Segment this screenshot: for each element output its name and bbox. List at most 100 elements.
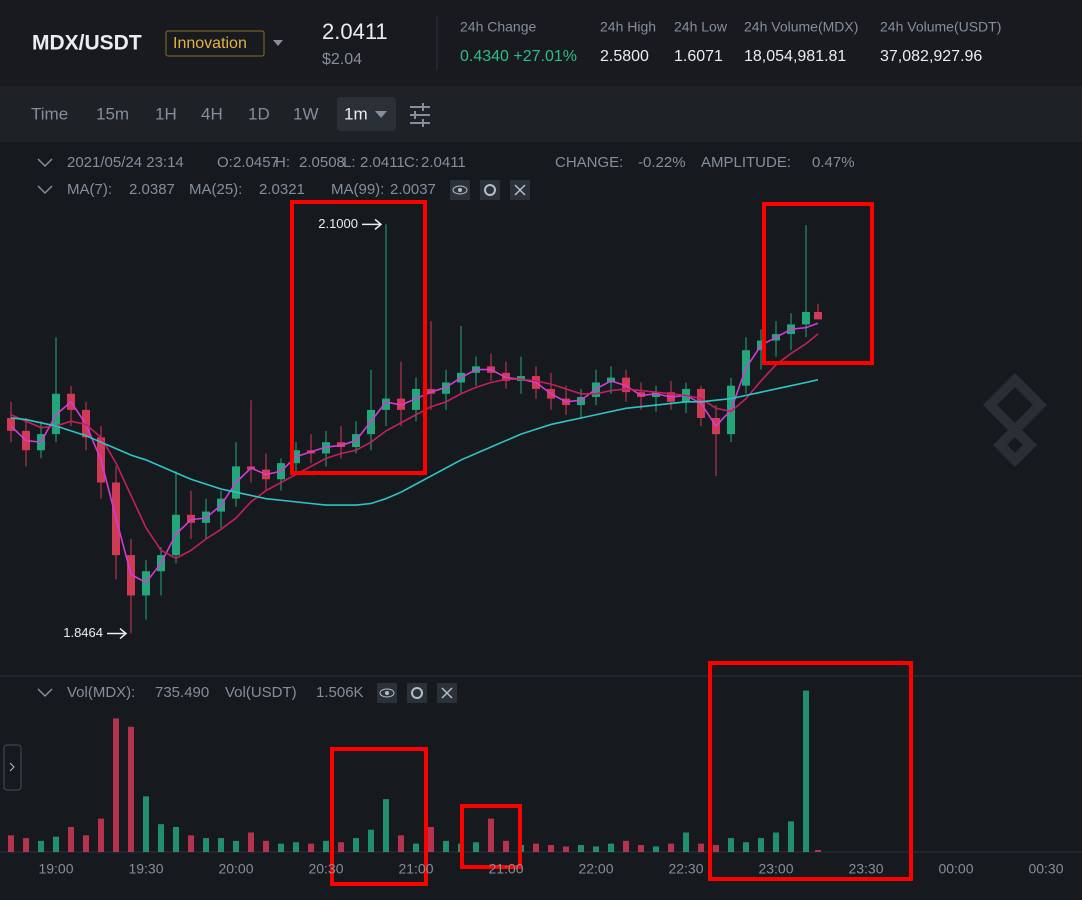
candle-body <box>382 398 390 410</box>
stat-label: 24h Low <box>674 19 728 35</box>
interval-caret[interactable] <box>375 111 387 118</box>
volume-bar <box>188 835 194 852</box>
header-bar <box>0 0 1082 85</box>
stat-value: 18,054,981.81 <box>744 48 846 65</box>
volume-bar <box>143 796 149 852</box>
volume-bar <box>293 842 299 852</box>
interval-selected[interactable]: 1m <box>344 104 368 123</box>
x-tick-label: 19:30 <box>128 861 163 877</box>
stat-label: 24h Volume(USDT) <box>880 19 1001 35</box>
symbol-caret[interactable] <box>273 40 283 46</box>
symbol[interactable]: MDX/USDT <box>32 32 142 55</box>
settings-icon[interactable] <box>410 103 430 127</box>
volume-bar <box>623 840 629 852</box>
x-tick-label: 21:00 <box>488 861 523 877</box>
highlight-boxes <box>290 200 913 886</box>
volume-bar <box>23 838 29 852</box>
volume-bar <box>68 826 74 852</box>
info-value: 0.47% <box>812 154 855 171</box>
stat-value: 37,082,927.96 <box>880 48 982 65</box>
volume-bar <box>53 836 59 852</box>
x-tick-label: 20:00 <box>218 861 253 877</box>
side-toggle-arrow <box>9 762 15 772</box>
candle-body <box>802 311 810 325</box>
volume-bar <box>233 840 239 852</box>
stat-value: 2.5800 <box>600 48 649 65</box>
volume-bar <box>368 829 374 852</box>
info-label: AMPLITUDE: <box>701 154 791 171</box>
vol-legend-label: Vol(MDX): <box>67 684 135 701</box>
candle-body <box>814 311 822 320</box>
volume-bar <box>113 718 119 852</box>
volume-bar <box>488 818 494 852</box>
ma-legend-value: 2.0387 <box>129 181 175 198</box>
volume-bar <box>128 726 134 852</box>
info-value: 2.0411 <box>360 154 405 171</box>
x-tick-label: 22:30 <box>668 861 703 877</box>
vol-legend-label: Vol(USDT) <box>225 684 297 701</box>
plot <box>7 224 822 852</box>
x-tick-label: 21:00 <box>398 861 433 877</box>
stat-value: 0.4340 +27.01% <box>460 48 577 65</box>
interval[interactable]: 15m <box>96 104 129 123</box>
ma-legend-value: 2.0037 <box>390 181 436 198</box>
volume-bar <box>218 838 224 852</box>
x-tick-label: 22:00 <box>578 861 613 877</box>
ma-icons[interactable] <box>450 180 530 200</box>
interval[interactable]: 4H <box>201 104 223 123</box>
volume-bar <box>323 840 329 852</box>
volume-bar <box>8 835 14 852</box>
annotation-arrow <box>362 218 383 230</box>
volume-bar <box>398 835 404 852</box>
volume-bar <box>473 842 479 852</box>
volume-bar <box>428 826 434 852</box>
ma-line <box>10 378 819 506</box>
interval[interactable]: 1H <box>155 104 177 123</box>
volume-bar <box>158 824 164 852</box>
interval[interactable]: 1D <box>248 104 270 123</box>
annotation-arrow <box>107 627 128 640</box>
vol-icons[interactable] <box>377 683 457 703</box>
volume-bar <box>593 846 599 852</box>
x-tick-label: 20:30 <box>308 861 343 877</box>
volume-bar <box>713 845 719 852</box>
volume-bar <box>413 843 419 852</box>
volume-bar <box>443 840 449 852</box>
volume-bar <box>248 832 254 852</box>
side-toggle[interactable] <box>3 744 22 791</box>
interval[interactable]: 1W <box>293 104 319 123</box>
ma-legend-value: 2.0321 <box>259 181 305 198</box>
volume-bar <box>308 843 314 852</box>
info-label: CHANGE: <box>555 154 623 171</box>
ma-legend-name: MA(7): <box>67 181 112 198</box>
volume-bar <box>758 838 764 852</box>
interval[interactable]: Time <box>31 104 68 123</box>
volume-bar <box>383 799 389 852</box>
volume-bar <box>803 690 809 852</box>
volume-bar <box>98 818 104 852</box>
interval-selected-bg[interactable] <box>337 97 396 131</box>
tag-badge <box>165 30 265 57</box>
watermark-logo <box>982 372 1048 468</box>
volume-bar <box>338 842 344 852</box>
volume-bar <box>578 845 584 852</box>
volume-bar <box>638 845 644 852</box>
info-label: H: <box>275 154 290 171</box>
price-annotation: 2.1000 <box>318 216 358 231</box>
volume-bar <box>728 838 734 852</box>
volume-bar <box>815 849 821 852</box>
info-value: 2.0457 <box>233 154 279 171</box>
volume-bar <box>353 838 359 852</box>
info-label: C: <box>404 154 419 171</box>
x-tick-label: 23:30 <box>848 861 883 877</box>
price-usd: $2.04 <box>322 51 362 68</box>
collapse-carets[interactable] <box>37 158 53 698</box>
info-label: L: <box>343 154 356 171</box>
ma-line <box>10 333 819 560</box>
volume-bar <box>653 846 659 852</box>
info-value: 2.0508 <box>299 154 345 171</box>
candle-body <box>577 397 585 406</box>
volume-bar <box>263 840 269 852</box>
candle-body <box>7 417 15 431</box>
info-value: 2.0411 <box>421 154 466 171</box>
